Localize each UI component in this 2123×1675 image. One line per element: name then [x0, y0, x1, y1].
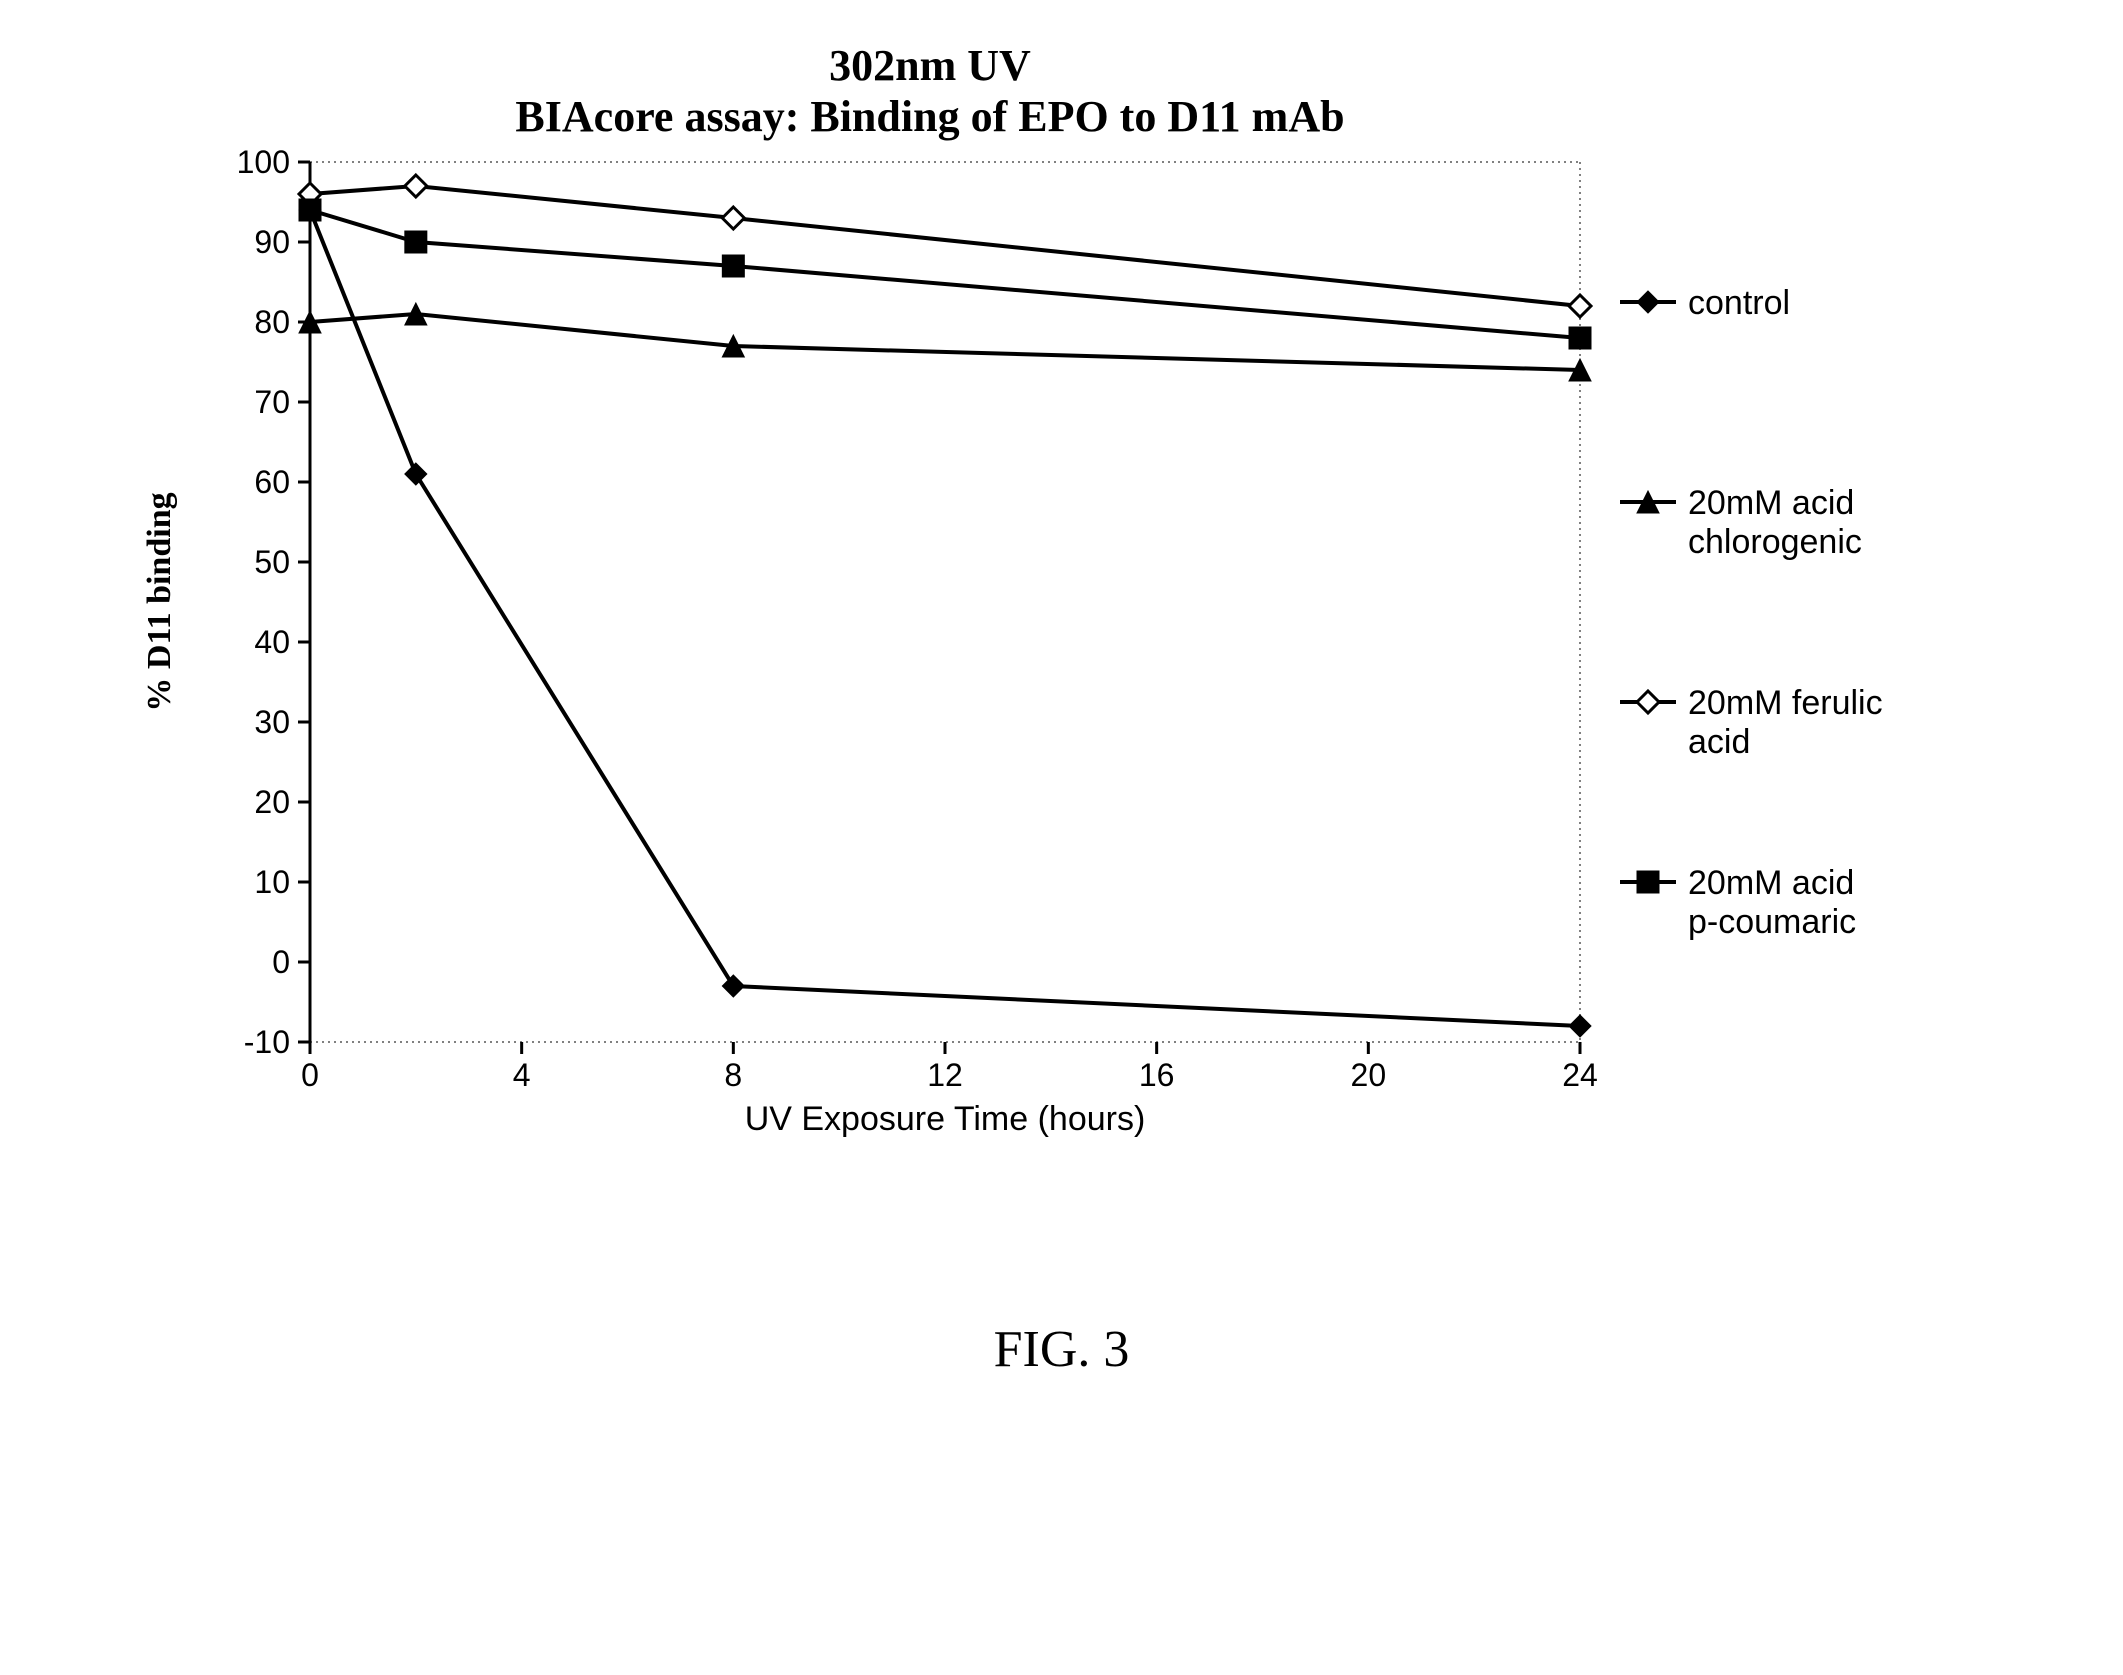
legend-label-ferulic-cont: acid: [1688, 723, 1750, 761]
y-tick-label: 80: [254, 304, 290, 340]
series-marker-ferulic: [1569, 295, 1591, 317]
y-tick-label: 10: [254, 864, 290, 900]
chart-svg: -10 0 10 20 30 40 50 60 70 80 90 100 0 4 8 12 16 20 24 UV E…: [120, 142, 1960, 1162]
series-marker-control: [1569, 1015, 1591, 1037]
legend-label-coumaric-cont: p-coumaric: [1688, 903, 1856, 941]
legend-label-ferulic: 20mM ferulic: [1688, 684, 1883, 722]
y-tick-label: 40: [254, 624, 290, 660]
series-marker-ferulic: [405, 175, 427, 197]
chart-titles: 302nm UV BIAcore assay: Binding of EPO t…: [240, 40, 1620, 142]
series-marker-control: [405, 463, 427, 485]
series-marker-ferulic: [722, 207, 744, 229]
x-tick-label: 4: [513, 1057, 531, 1093]
legend-marker-control: [1637, 291, 1659, 313]
y-tick-label: 100: [237, 144, 290, 180]
y-axis-label: % D11 binding: [141, 492, 178, 711]
legend-label-chlorogenic: 20mM acid: [1688, 484, 1854, 522]
y-tick-label: 20: [254, 784, 290, 820]
x-tick-label: 8: [724, 1057, 742, 1093]
figure-caption: FIG. 3: [0, 1320, 2123, 1379]
y-tick-label: 90: [254, 224, 290, 260]
x-tick-label: 24: [1562, 1057, 1598, 1093]
chart-title-line-2: BIAcore assay: Binding of EPO to D11 mAb: [240, 91, 1620, 142]
y-tick-label: 30: [254, 704, 290, 740]
x-tick-label: 16: [1139, 1057, 1175, 1093]
page-root: 302nm UV BIAcore assay: Binding of EPO t…: [0, 0, 2123, 1675]
x-axis-label: UV Exposure Time (hours): [745, 1100, 1146, 1138]
legend-label-chlorogenic-cont: chlorogenic: [1688, 523, 1862, 561]
x-tick-label: 20: [1351, 1057, 1387, 1093]
series-marker-coumaric: [299, 199, 321, 221]
series-line-coumaric: [310, 210, 1580, 338]
legend-marker-ferulic: [1637, 691, 1659, 713]
series-marker-coumaric: [722, 255, 744, 277]
series-line-control: [310, 210, 1580, 1026]
chart-title-line-1: 302nm UV: [240, 40, 1620, 91]
series-marker-control: [722, 975, 744, 997]
y-tick-label: 70: [254, 384, 290, 420]
y-tick-label: 0: [272, 944, 290, 980]
series-marker-coumaric: [1569, 327, 1591, 349]
series-marker-coumaric: [405, 231, 427, 253]
legend-marker-coumaric: [1637, 871, 1659, 893]
y-tick-label: 50: [254, 544, 290, 580]
series-line-ferulic: [310, 186, 1580, 306]
y-tick-label: 60: [254, 464, 290, 500]
legend-label-coumaric: 20mM acid: [1688, 864, 1854, 902]
x-tick-label: 12: [927, 1057, 963, 1093]
chart-container: 302nm UV BIAcore assay: Binding of EPO t…: [120, 40, 1960, 1162]
y-tick-label: -10: [244, 1024, 290, 1060]
legend-label-control: control: [1688, 284, 1790, 322]
x-tick-label: 0: [301, 1057, 319, 1093]
